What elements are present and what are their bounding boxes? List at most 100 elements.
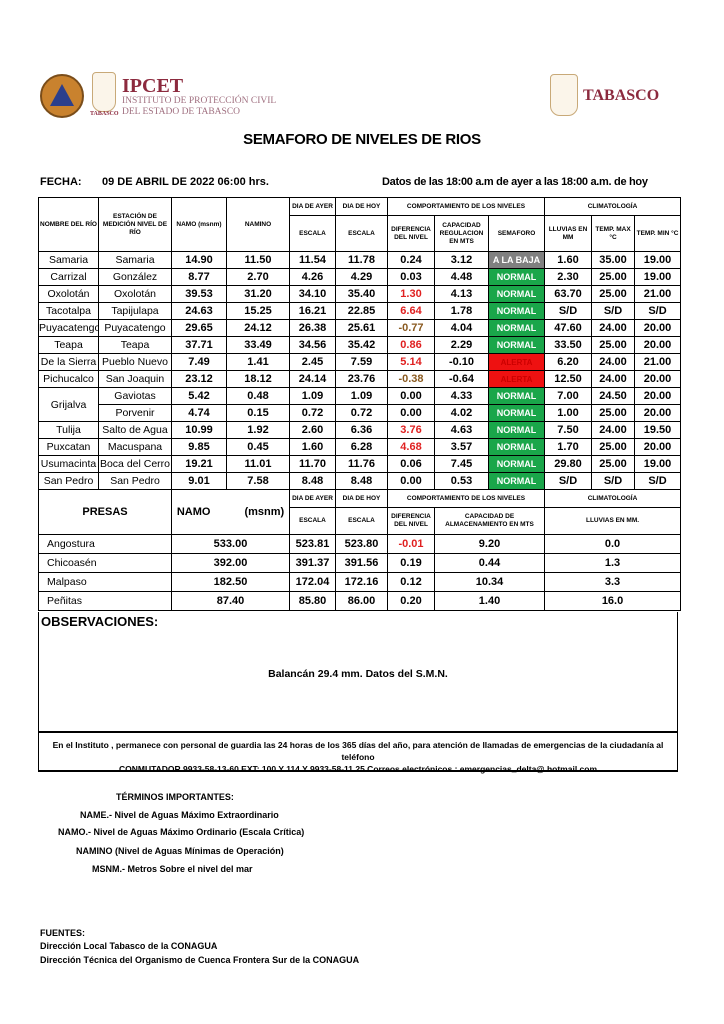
station-name: Boca del Cerro [98,455,172,473]
escala-hoy: 23.76 [335,370,388,388]
dam-name: Malpaso [38,572,172,592]
river-row: Pichucalco San Joaquin 23.12 18.12 24.14 23.7… [38,370,682,388]
capacidad-regulacion: 4.48 [434,268,489,286]
namino-value: 1.41 [226,353,290,371]
col-namo-presas: NAMO (msnm) [171,489,290,535]
station-name: San Pedro [98,472,172,490]
escala-hoy: 6.36 [335,421,388,439]
dam-namo: 87.40 [171,591,290,611]
namo-value: 9.01 [171,472,227,490]
station-name: Puyacatengo [98,319,172,337]
col-dia-hoy-presas: DIA DE HOY [335,489,388,508]
tabasco-crest-icon [92,72,116,112]
source-line1: Dirección Local Tabasco de la CONAGUA [40,941,218,951]
term-name: NAME.- Nivel de Aguas Máximo Extraordina… [80,810,279,820]
lluvias: 12.50 [544,370,593,388]
semaforo-status: ALERTA [487,353,546,371]
dam-escala-ayer: 172.04 [289,572,336,592]
diferencia-nivel: 0.24 [387,251,435,269]
col-capacidad-presas: CAPACIDAD DE ALMACENAMIENTO EN MTS [433,507,546,535]
col-namo: NAMO (msnm) [171,197,227,252]
temp-min: 19.00 [634,268,682,286]
escala-ayer: 0.72 [289,404,336,422]
capacidad-regulacion: 3.57 [434,438,489,456]
capacidad-regulacion: 3.12 [434,251,489,269]
org-name-line1: INSTITUTO DE PROTECCIÓN CIVIL [122,96,277,106]
namo-value: 4.74 [171,404,227,422]
state-crest-icon [550,74,578,116]
temp-min: S/D [634,302,682,320]
namino-value: 0.48 [226,387,290,405]
escala-ayer: 4.26 [289,268,336,286]
temp-min: 21.00 [634,353,682,371]
dam-row: Angostura 533.00 523.81 523.80 -0.01 9.20 0.0 [38,534,682,554]
semaforo-status: A LA BAJA [487,251,546,269]
temp-max: 24.00 [591,421,636,439]
capacidad-regulacion: 1.78 [434,302,489,320]
semaforo-status: NORMAL [487,455,546,473]
river-row: San Pedro San Pedro 9.01 7.58 8.48 8.48 0.00 0.… [38,472,682,490]
dam-diferencia: 0.12 [387,572,435,592]
river-row: Puyacatengo Puyacatengo 29.65 24.12 26.38 25.… [38,319,682,337]
temp-max: S/D [591,302,636,320]
escala-hoy: 35.40 [335,285,388,303]
org-name: INSTITUTO DE PROTECCIÓN CIVIL DEL ESTADO … [122,96,276,118]
temp-max: 35.00 [591,251,636,269]
col-escala-hoy: ESCALA [335,215,388,252]
namo-value: 19.21 [171,455,227,473]
civil-protection-logo [40,74,84,118]
river-name: Tulija [38,421,99,439]
diferencia-nivel: 0.06 [387,455,435,473]
temp-min: 21.00 [634,285,682,303]
lluvias: 63.70 [544,285,593,303]
col-dia-ayer-presas: DIA DE AYER [289,489,336,508]
escala-hoy: 1.09 [335,387,388,405]
dam-namo: 182.50 [171,572,290,592]
contact-box: En el Instituto , permanece con personal… [38,732,678,774]
col-lluvias: LLUVIAS EN MM [544,215,593,252]
namino-value: 11.50 [226,251,290,269]
namino-value: 18.12 [226,370,290,388]
semaforo-status: ALERTA [487,370,546,388]
term-namo: NAMO.- Nivel de Aguas Máximo Ordinario (… [58,827,305,837]
escala-ayer: 1.60 [289,438,336,456]
namino-value: 15.25 [226,302,290,320]
lluvias: 6.20 [544,353,593,371]
dam-lluvias: 16.0 [544,591,682,611]
col-tmin: TEMP. MIN °C [634,215,682,252]
namo-value: 24.63 [171,302,227,320]
capacidad-regulacion: 4.33 [434,387,489,405]
page-title: SEMAFORO DE NIVELES DE RIOS [243,131,481,148]
dam-escala-hoy: 172.16 [335,572,388,592]
river-name: Teapa [38,336,99,354]
dam-capacidad: 0.44 [433,553,546,573]
namo-value: 37.71 [171,336,227,354]
col-escala-hoy-presas: ESCALA [335,507,388,535]
namino-value: 33.49 [226,336,290,354]
dam-row: Malpaso 182.50 172.04 172.16 0.12 10.34 3.3 [38,572,682,592]
dam-diferencia: 0.19 [387,553,435,573]
namo-value: 14.90 [171,251,227,269]
temp-min: 20.00 [634,336,682,354]
temp-max: 24.50 [591,387,636,405]
col-nombre: NOMBRE DEL RÍO [38,197,99,252]
namo-value: 23.12 [171,370,227,388]
col-tmax: TEMP. MAX °C [591,215,636,252]
lluvias: 7.00 [544,387,593,405]
temp-min: 20.00 [634,404,682,422]
lluvias: S/D [544,472,593,490]
lluvias: 1.60 [544,251,593,269]
col-capacidad: CAPACIDAD REGULACION EN MTS [434,215,489,252]
capacidad-regulacion: 2.29 [434,336,489,354]
river-row: De la Sierra Pueblo Nuevo 7.49 1.41 2.45 7.59… [38,353,682,371]
escala-hoy: 35.42 [335,336,388,354]
namino-value: 0.15 [226,404,290,422]
dam-namo: 392.00 [171,553,290,573]
river-name: Puyacatengo [38,319,99,337]
observaciones-box: OBSERVACIONES: Balancán 29.4 mm. Datos d… [38,612,678,732]
observaciones-text: Balancán 29.4 mm. Datos del S.M.N. [268,668,448,680]
station-name: San Joaquin [98,370,172,388]
diferencia-nivel: 5.14 [387,353,435,371]
escala-ayer: 16.21 [289,302,336,320]
dam-namo: 533.00 [171,534,290,554]
